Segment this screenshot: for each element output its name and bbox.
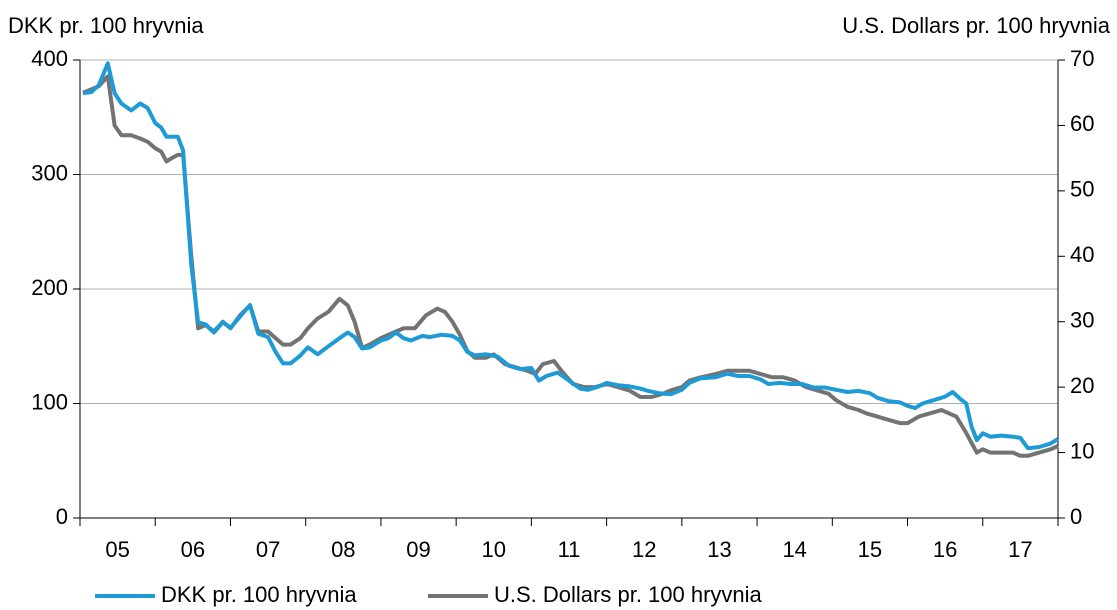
y-tick-label: 0 bbox=[56, 504, 68, 529]
x-tick-label: 06 bbox=[181, 537, 205, 562]
y2-tick-label: 0 bbox=[1070, 504, 1082, 529]
y2-axis-title: U.S. Dollars pr. 100 hryvnia bbox=[842, 13, 1111, 38]
legend-label: U.S. Dollars pr. 100 hryvnia bbox=[494, 582, 763, 607]
y2-tick-label: 70 bbox=[1070, 46, 1094, 71]
x-tick-label: 10 bbox=[482, 537, 506, 562]
x-tick-label: 17 bbox=[1008, 537, 1032, 562]
y-tick-label: 100 bbox=[31, 389, 68, 414]
x-tick-label: 16 bbox=[933, 537, 957, 562]
x-tick-label: 07 bbox=[256, 537, 280, 562]
y-tick-label: 200 bbox=[31, 275, 68, 300]
y2-tick-label: 50 bbox=[1070, 177, 1094, 202]
x-tick-label: 15 bbox=[858, 537, 882, 562]
y2-tick-label: 20 bbox=[1070, 373, 1094, 398]
x-tick-label: 14 bbox=[782, 537, 806, 562]
y-axis-title: DKK pr. 100 hryvnia bbox=[8, 13, 204, 38]
y2-tick-label: 40 bbox=[1070, 242, 1094, 267]
x-tick-label: 05 bbox=[105, 537, 129, 562]
x-tick-label: 13 bbox=[707, 537, 731, 562]
x-tick-label: 09 bbox=[406, 537, 430, 562]
y-tick-label: 300 bbox=[31, 160, 68, 185]
x-tick-label: 11 bbox=[558, 537, 581, 562]
x-tick-label: 08 bbox=[331, 537, 355, 562]
y-tick-label: 400 bbox=[31, 46, 68, 71]
x-tick-label: 12 bbox=[632, 537, 656, 562]
y2-tick-label: 10 bbox=[1070, 438, 1094, 463]
y2-tick-label: 30 bbox=[1070, 308, 1094, 333]
legend-label: DKK pr. 100 hryvnia bbox=[161, 582, 357, 607]
y2-tick-label: 60 bbox=[1070, 111, 1094, 136]
series-line bbox=[82, 61, 1060, 451]
series-line bbox=[82, 74, 1059, 458]
